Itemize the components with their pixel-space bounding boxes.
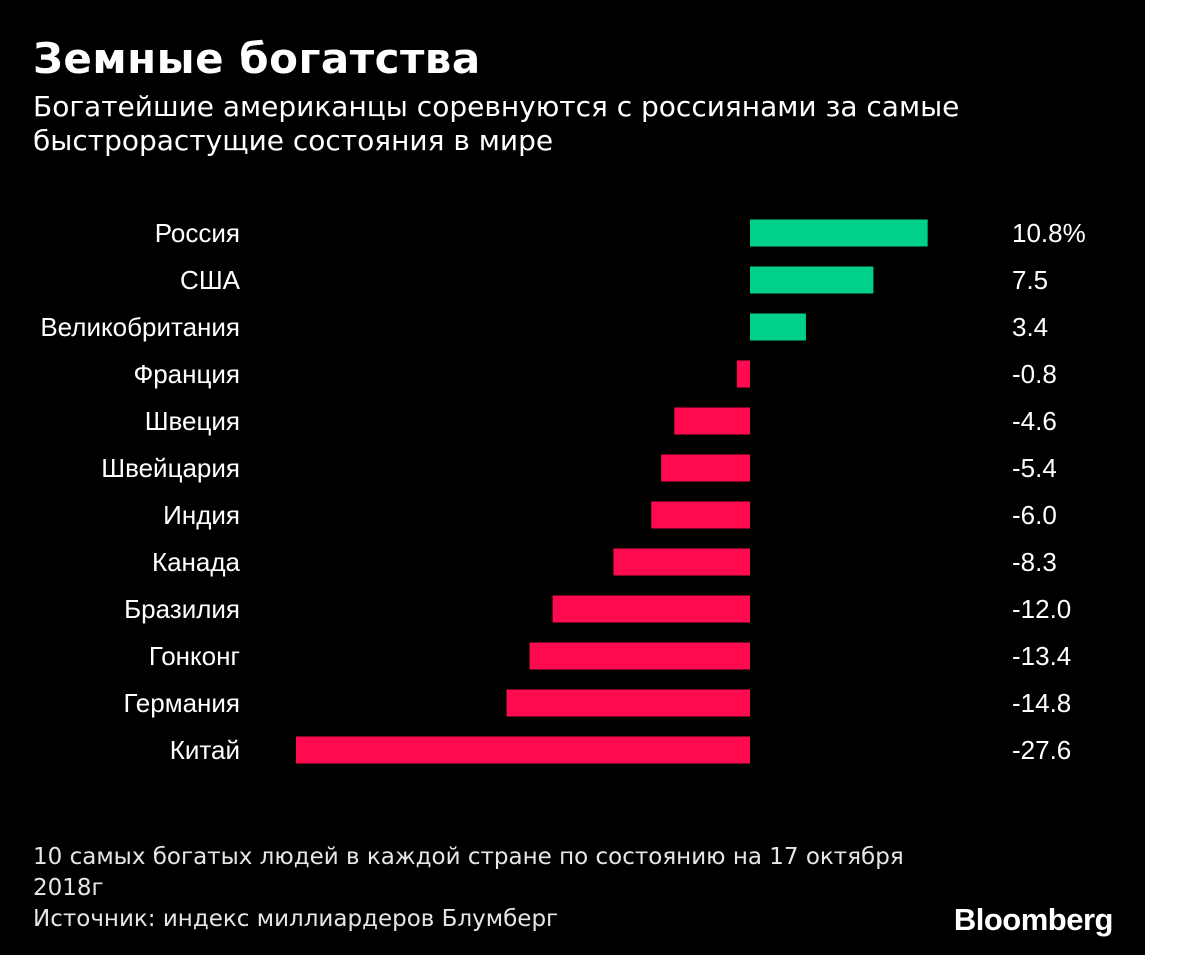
category-label: Бразилия (124, 594, 240, 624)
bars (295, 219, 928, 764)
value-label: -13.4 (1012, 641, 1071, 671)
bar (674, 407, 750, 435)
category-labels: Россия США Великобритания Франция Швеция Швей… (40, 218, 240, 765)
value-label: 10.8% (1012, 218, 1086, 248)
value-label: -6.0 (1012, 500, 1057, 530)
value-label: -8.3 (1012, 547, 1057, 577)
chart-title: Земные богатства (33, 34, 481, 83)
category-label: Швеция (145, 406, 240, 436)
bar (552, 595, 750, 623)
category-label: Гонконг (149, 641, 240, 671)
category-label: Германия (123, 688, 240, 718)
bar (613, 548, 750, 576)
bar-chart: Россия США Великобритания Франция Швеция Швей… (40, 218, 1086, 765)
bar (295, 736, 750, 764)
category-label: США (180, 265, 241, 295)
source-note: Источник: индекс миллиардеров Блумберг (33, 906, 559, 932)
value-label: -12.0 (1012, 594, 1071, 624)
footnote: 10 самых богатых людей в каждой стране п… (33, 844, 904, 901)
bar (750, 266, 874, 294)
value-label: 3.4 (1012, 312, 1048, 342)
category-label: Индия (163, 500, 240, 530)
value-labels: 10.8% 7.5 3.4 -0.8 -4.6 -5.4 -6.0 -8.3 -12.0 -13.… (1012, 218, 1086, 765)
bar (529, 642, 750, 670)
bar (661, 454, 750, 482)
value-label: -5.4 (1012, 453, 1057, 483)
category-label: Великобритания (40, 312, 240, 342)
bloomberg-logo: Bloomberg (953, 902, 1114, 937)
category-label: Канада (152, 547, 241, 577)
value-label: -27.6 (1012, 735, 1071, 765)
bar (506, 689, 750, 717)
bar (750, 219, 928, 247)
value-label: -14.8 (1012, 688, 1071, 718)
value-label: 7.5 (1012, 265, 1048, 295)
chart-card: Земные богатства Богатейшие американцы с… (0, 0, 1145, 955)
category-label: Китай (170, 735, 240, 765)
chart-subtitle: Богатейшие американцы соревнуются с росс… (33, 90, 960, 157)
value-label: -4.6 (1012, 406, 1057, 436)
category-label: Франция (133, 359, 240, 389)
category-label: Швейцария (101, 453, 240, 483)
category-label: Россия (155, 218, 240, 248)
bar (651, 501, 750, 529)
bar (736, 360, 750, 388)
value-label: -0.8 (1012, 359, 1057, 389)
bar (750, 313, 806, 341)
